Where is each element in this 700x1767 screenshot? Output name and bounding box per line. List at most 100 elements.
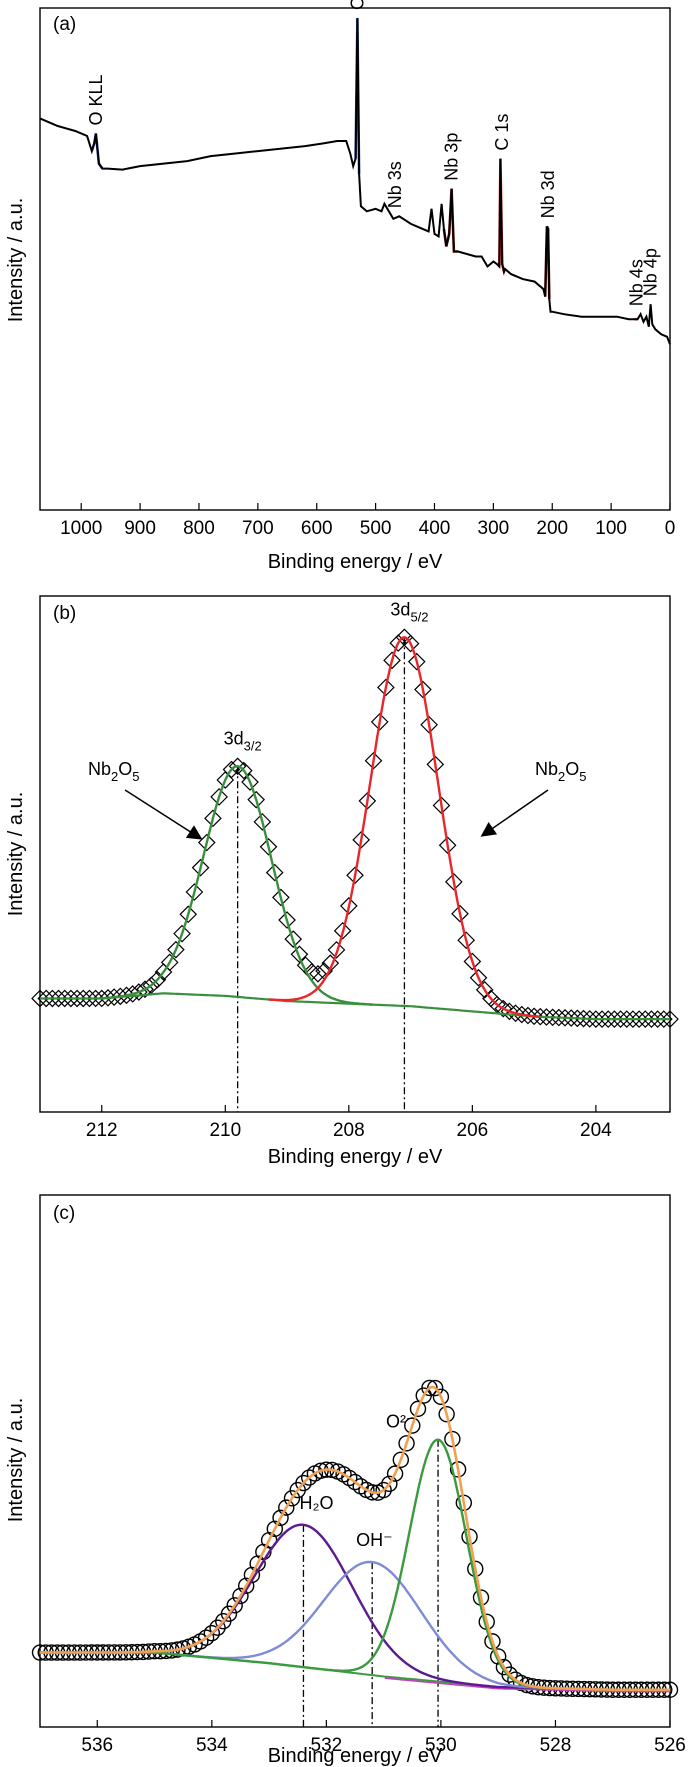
- panel-b-peak-label: 3d3/2: [224, 728, 262, 753]
- panel-c-data-point: [278, 1499, 295, 1516]
- panel-b-data-point: [543, 1008, 562, 1027]
- panel-c-data-point: [209, 1619, 226, 1636]
- panel-b-data-point: [451, 904, 469, 923]
- panel-b-data-point: [148, 970, 167, 989]
- panel-c-label: (c): [53, 1203, 75, 1224]
- panel-b-data-point: [624, 1010, 642, 1028]
- panel-b-data-point: [179, 905, 198, 924]
- panel-b-tick-label: 208: [333, 1120, 365, 1141]
- panel-a-tick-label: 500: [360, 518, 392, 539]
- panel-b-ticks: 212 210 208 206 204: [86, 1105, 612, 1141]
- panel-a-ticks: 1000 900 800 700 600 500 400 300 200 100 0: [60, 503, 675, 539]
- panel-b-data-point: [234, 761, 253, 780]
- panel-c-data-point: [226, 1597, 243, 1614]
- panel-a-peak-label: Nb 3p: [442, 133, 462, 181]
- panel-c-data-point: [501, 1666, 518, 1683]
- panel-b-xlabel: Binding energy / eV: [268, 1146, 443, 1168]
- panel-b-data-point: [74, 989, 93, 1008]
- panel-b-annotation-part: Nb: [88, 759, 111, 779]
- panel-a-peak-label: Nb 3s: [385, 161, 405, 208]
- panel-b-frame: [39, 595, 671, 1113]
- panel-c-baseline-line: [384, 1677, 670, 1693]
- panel-c-tick-label: 532: [311, 1735, 343, 1756]
- panel-a-peak-label: Nb 4s: [626, 259, 646, 306]
- panel-b-peak-fit-line: [268, 636, 540, 1018]
- panel-c-data-point: [404, 1417, 421, 1434]
- panel-b-data-point: [636, 1010, 655, 1028]
- panel-b-data-point: [253, 813, 272, 831]
- panel-b-data-point: [407, 652, 426, 671]
- panel-b-peak-label-sub: 5/2: [410, 609, 428, 624]
- panel-a-ylabel: Intensity / a.u.: [5, 198, 27, 323]
- panel-b-data-point: [648, 1010, 667, 1028]
- panel-b-data-point: [549, 1008, 568, 1027]
- panel-b-annotation-part: O: [565, 759, 579, 779]
- panel-b-annotation-part: Nb: [535, 759, 558, 779]
- panel-c-frame: [39, 1194, 671, 1728]
- panel-b-data-point: [401, 634, 420, 653]
- panel-b-data-point: [414, 680, 432, 699]
- panel-b-data-point: [247, 790, 266, 809]
- panel-c-xlabel: Binding energy / eV: [268, 1745, 443, 1767]
- panel-b-data-point: [191, 858, 210, 877]
- panel-b-data-point: [80, 989, 99, 1008]
- panel-b-reference-lines: [236, 637, 406, 1112]
- panel-c-tick-label: 534: [196, 1735, 228, 1756]
- panel-c-tick-label: 536: [81, 1735, 113, 1756]
- panel-b-tick-label: 204: [580, 1120, 612, 1141]
- panel-b-data-point: [309, 964, 327, 983]
- panel-b-data-point: [284, 930, 303, 948]
- panel-c-component-label: O²⁻: [386, 1412, 416, 1432]
- panel-b-peak-fit-line: [101, 765, 373, 1006]
- panel-b-data-point: [185, 883, 204, 901]
- panel-c-data-point: [295, 1474, 312, 1492]
- panel-b-annotation-text: Nb2O5: [535, 759, 587, 784]
- panel-b-data-point: [531, 1007, 550, 1026]
- panel-c-component-line: [40, 1523, 670, 1691]
- panel-c-data-point: [386, 1465, 404, 1482]
- panel-b-data-point: [278, 911, 296, 929]
- panel-c-data-point: [381, 1475, 398, 1492]
- panel-b-data-point: [290, 945, 309, 964]
- panel-b-annotation-sub: 2: [111, 769, 118, 784]
- panel-b-data-point: [55, 989, 74, 1008]
- panel-b-markers: [31, 628, 679, 1028]
- panel-c-data-point: [232, 1587, 249, 1605]
- panel-b-data-point: [389, 634, 408, 652]
- panel-b-data-point: [537, 1008, 556, 1026]
- panel-b-data-point: [611, 1010, 630, 1028]
- panel-b-tick-label: 210: [209, 1120, 241, 1141]
- panel-b-data-point: [556, 1008, 574, 1027]
- panel-a-peak-label: C 1s: [492, 114, 512, 151]
- panel-c-ticks: 536 534 532 530 528 526: [81, 1720, 686, 1756]
- panel-b-data-point: [358, 792, 377, 810]
- panel-b-arrow: [124, 789, 203, 840]
- panel-b-data-point: [173, 924, 191, 943]
- panel-b-fits: [40, 636, 670, 1021]
- panel-b-data-point: [438, 836, 457, 855]
- panel-a-peak-label: O KLL: [86, 74, 106, 125]
- panel-b-label: (b): [53, 603, 76, 624]
- panel-b-data-point: [642, 1010, 661, 1028]
- panel-c-envelope-line: [40, 1385, 670, 1692]
- panel-b-data-point: [210, 788, 228, 806]
- panel-a-tick-label: 800: [183, 518, 215, 539]
- panel-a-highlights: [90, 17, 638, 321]
- panel-c-data-point: [197, 1629, 215, 1646]
- panel-b-data-point: [352, 830, 371, 849]
- panel-b-data-point: [617, 1010, 636, 1028]
- panel-c-data-point: [346, 1473, 364, 1491]
- panel-b-tick-label: 206: [457, 1120, 489, 1141]
- panel-a-tick-label: 1000: [60, 518, 102, 539]
- panel-c-fits: [40, 1385, 670, 1693]
- panel-b-annotation-sub: 2: [558, 769, 565, 784]
- panel-c-tick-label: 528: [540, 1735, 572, 1756]
- panel-b-data-point: [469, 968, 488, 987]
- panel-b-data-point: [654, 1010, 673, 1028]
- panel-a-tick-label: 100: [595, 518, 627, 539]
- panel-b-peak-label-sub: 3/2: [244, 738, 262, 753]
- panel-a-tick-label: 300: [478, 518, 510, 539]
- panel-c-component-label: H₂O: [299, 1493, 333, 1513]
